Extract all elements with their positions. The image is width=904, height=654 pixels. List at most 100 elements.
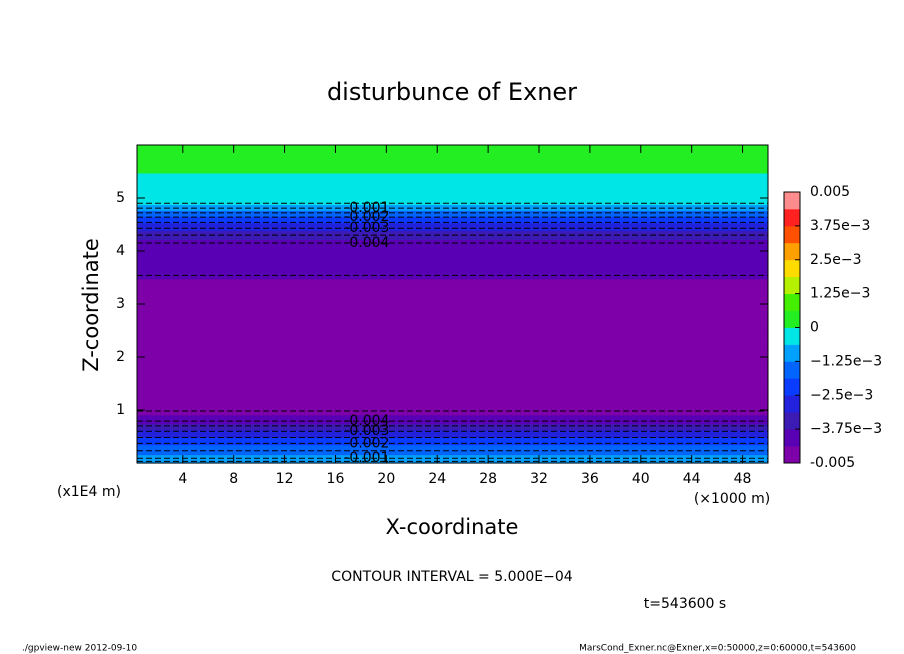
- field-cell: [137, 374, 768, 380]
- field-cell: [137, 229, 768, 232]
- y-tick-label: 5: [116, 190, 125, 206]
- field-cell: [137, 224, 768, 227]
- field-cell: [137, 444, 768, 447]
- field-cell: [137, 205, 768, 207]
- field-cell: [137, 214, 768, 216]
- field-cell: [137, 208, 768, 210]
- field-cell: [137, 240, 768, 243]
- field-cell: [137, 280, 768, 283]
- field-cell: [137, 424, 768, 426]
- x-tick-label: 40: [632, 471, 650, 487]
- field-cell: [137, 427, 768, 430]
- field-cell: [137, 396, 768, 402]
- field-cell: [137, 432, 768, 434]
- field-cell: [137, 145, 768, 151]
- field-cell: [137, 443, 768, 446]
- x-tick-label: 4: [178, 471, 187, 487]
- field-cell: [137, 201, 768, 204]
- field-cell: [137, 410, 768, 413]
- x-tick-label: 44: [683, 471, 701, 487]
- field-cell: [137, 450, 768, 453]
- colorbar-band: [784, 242, 800, 261]
- field-cell: [137, 255, 768, 259]
- field-cell: [137, 252, 768, 256]
- field-cell: [137, 168, 768, 174]
- footer-right: MarsCond_Exner.nc@Exner,x=0:50000,z=0:60…: [579, 644, 856, 654]
- field-cell: [137, 427, 768, 429]
- field-cell: [137, 250, 768, 254]
- x-tick-label: 20: [377, 471, 395, 487]
- field-cell: [137, 257, 768, 261]
- field-cell: [137, 435, 768, 437]
- field-cell: [137, 203, 768, 205]
- field-cell: [137, 213, 768, 215]
- field-cell: [137, 233, 768, 235]
- field-cell: [137, 219, 768, 222]
- field-cell: [137, 245, 768, 249]
- field-cell: [137, 299, 768, 306]
- field-cell: [137, 215, 768, 217]
- colorbar-band: [784, 327, 800, 345]
- field-cell: [137, 328, 768, 335]
- field-cell: [137, 423, 768, 426]
- field-cell: [137, 438, 768, 440]
- field-cell: [137, 441, 768, 443]
- y-tick-label: 3: [116, 296, 125, 312]
- field-cell: [137, 226, 768, 228]
- field-cell: [137, 225, 768, 227]
- contour-label: -0.001: [344, 200, 389, 216]
- field-cell: [137, 217, 768, 219]
- field-cell: [137, 200, 768, 202]
- colorbar-band: [784, 395, 800, 413]
- field-cell: [137, 231, 768, 234]
- colorbar-tick-label: −2.5e−3: [810, 387, 873, 403]
- colorbar-band: [784, 293, 800, 311]
- colorbar-band: [784, 276, 800, 295]
- colorbar-tick-label: −3.75e−3: [810, 421, 882, 437]
- field-cell: [137, 214, 768, 217]
- x-tick-label: 12: [276, 471, 294, 487]
- field-cell: [137, 220, 768, 223]
- field-cell: [137, 370, 768, 376]
- field-cell: [137, 177, 768, 183]
- field-cell: [137, 239, 768, 242]
- x-tick-label: 36: [581, 471, 599, 487]
- contour-label: -0.002: [344, 209, 389, 225]
- field-cell: [137, 210, 768, 212]
- colorbar-band: [784, 378, 800, 396]
- field-cell: [137, 426, 768, 428]
- colorbar-tick-label: -0.005: [810, 455, 855, 471]
- x-tick-label: 32: [530, 471, 548, 487]
- field-cell: [137, 260, 768, 264]
- field-cell: [137, 440, 768, 442]
- field-cell: [137, 334, 768, 341]
- field-cell: [137, 439, 768, 441]
- field-cell: [137, 454, 768, 457]
- field-cell: [137, 247, 768, 251]
- field-cell: [137, 322, 768, 329]
- colorbar-band: [784, 225, 800, 244]
- field-cell: [137, 218, 768, 220]
- field-cell: [137, 434, 768, 436]
- colorbar-tick-label: 3.75e−3: [810, 218, 870, 234]
- field-cell: [137, 278, 768, 281]
- x-axis-label: X-coordinate: [386, 515, 519, 539]
- field-cell: [137, 365, 768, 371]
- colorbar-tick-label: 0.005: [810, 184, 850, 200]
- field-cell: [137, 419, 768, 421]
- field-cell: [137, 379, 768, 385]
- x-tick-label: 48: [734, 471, 752, 487]
- field-cell: [137, 433, 768, 435]
- colorbar-band: [784, 429, 800, 447]
- x-tick-label: 8: [229, 471, 238, 487]
- field-cell: [137, 149, 768, 155]
- field-cell: [137, 211, 768, 213]
- field-cell: [137, 238, 768, 240]
- x-tick-label: 24: [428, 471, 446, 487]
- field-cell: [137, 172, 768, 179]
- colorbar-band: [784, 344, 800, 362]
- footer-left: ./gpview-new 2012-09-10: [22, 644, 137, 654]
- field-cell: [137, 357, 768, 363]
- field-cell: [137, 293, 768, 301]
